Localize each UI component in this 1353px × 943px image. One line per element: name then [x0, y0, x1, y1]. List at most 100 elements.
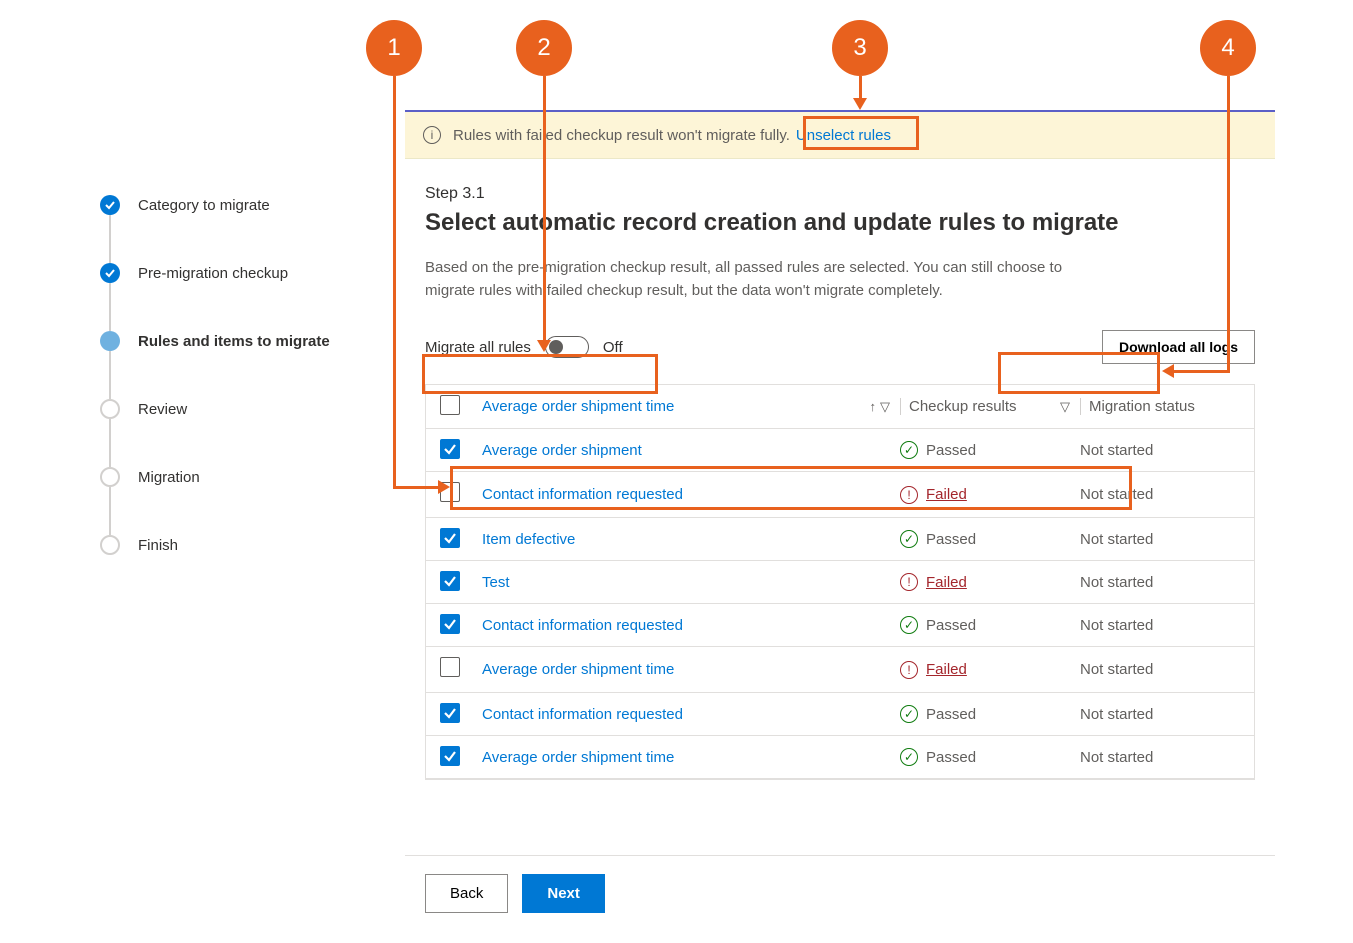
checkup-result: ✓ Passed [900, 748, 1080, 766]
callout-1-arrow [438, 480, 450, 494]
table-row[interactable]: Average order shipment ✓ Passed Not started [426, 429, 1254, 472]
unselect-rules-link[interactable]: Unselect rules [796, 127, 891, 144]
download-logs-button[interactable]: Download all logs [1102, 330, 1255, 364]
migrate-all-toggle[interactable] [545, 336, 589, 358]
row-checkbox[interactable] [440, 614, 460, 634]
rule-name-link[interactable]: Contact information requested [482, 706, 850, 723]
result-text: Passed [926, 706, 976, 723]
row-checkbox[interactable] [440, 439, 460, 459]
migration-status: Not started [1080, 486, 1240, 503]
header-checkbox-cell [440, 395, 482, 418]
rule-name-link[interactable]: Contact information requested [482, 486, 850, 503]
step-review[interactable]: Review [100, 399, 360, 419]
table-row[interactable]: Average order shipment time✓PassedNot st… [426, 736, 1254, 779]
header-sort[interactable]: ↑ ▽ [850, 399, 900, 415]
next-button[interactable]: Next [522, 874, 605, 913]
row-checkbox-cell [440, 571, 482, 593]
step-connector [109, 351, 111, 399]
filter-icon: ▽ [880, 399, 890, 415]
row-checkbox[interactable] [440, 657, 460, 677]
info-text: Rules with failed checkup result won't m… [453, 127, 790, 144]
main-panel: i Rules with failed checkup result won't… [405, 110, 1275, 780]
rule-name-link[interactable]: Test [482, 574, 850, 591]
checkup-result: ! Failed [900, 661, 1080, 679]
step-done-icon [100, 195, 120, 215]
migration-status: Not started [1080, 531, 1240, 548]
migration-status: Not started [1080, 574, 1240, 591]
table-body: Average order shipment ✓ Passed Not started… [426, 429, 1254, 779]
step-migration[interactable]: Migration [100, 467, 360, 487]
fail-icon: ! [900, 661, 918, 679]
callout-3-line [859, 76, 862, 100]
row-checkbox[interactable] [440, 528, 460, 548]
step-done-icon [100, 263, 120, 283]
table-row[interactable]: Average order shipment time! Failed Not st… [426, 647, 1254, 693]
step-connector [109, 487, 111, 535]
header-status[interactable]: Migration status [1080, 398, 1240, 415]
filter-icon: ▽ [1060, 399, 1070, 415]
table-row[interactable]: Contact information requested✓PassedNot … [426, 693, 1254, 736]
table-row[interactable]: Contact information requested !FailedNot … [426, 472, 1254, 518]
step-pending-icon [100, 399, 120, 419]
pass-icon: ✓ [900, 748, 918, 766]
step-label: Category to migrate [138, 197, 270, 214]
callout-2-line [543, 76, 546, 342]
callout-4-arrow [1162, 364, 1174, 378]
checkup-result: ✓Passed [900, 616, 1080, 634]
toggle-label: Migrate all rules [425, 339, 531, 356]
pass-icon: ✓ [900, 616, 918, 634]
row-checkbox-cell [440, 614, 482, 636]
step-label: Pre-migration checkup [138, 265, 288, 282]
table-row[interactable]: Contact information requested ✓PassedNot … [426, 604, 1254, 647]
step-label: Finish [138, 537, 178, 554]
callout-4-line-h [1172, 370, 1230, 373]
migration-status: Not started [1080, 661, 1240, 678]
header-results-label: Checkup results [909, 398, 1017, 415]
table-row[interactable]: Item defective✓PassedNot started [426, 518, 1254, 561]
row-checkbox[interactable] [440, 746, 460, 766]
checkup-result: !Failed [900, 573, 1080, 591]
migration-status: Not started [1080, 617, 1240, 634]
rule-name-link[interactable]: Contact information requested [482, 617, 850, 634]
result-text: Passed [926, 749, 976, 766]
callout-badge-2: 2 [516, 20, 572, 76]
rule-name-link[interactable]: Average order shipment [482, 442, 850, 459]
callout-3-arrow [853, 98, 867, 110]
rule-name-link[interactable]: Average order shipment time [482, 661, 850, 678]
step-category[interactable]: Category to migrate [100, 195, 360, 215]
step-precheck[interactable]: Pre-migration checkup [100, 263, 360, 283]
table-row[interactable]: Test !FailedNot started [426, 561, 1254, 604]
footer: Back Next [405, 855, 1275, 931]
rule-name-link[interactable]: Average order shipment time [482, 749, 850, 766]
step-finish[interactable]: Finish [100, 535, 360, 555]
step-pending-icon [100, 467, 120, 487]
result-text-link[interactable]: Failed [926, 574, 967, 591]
result-text-link[interactable]: Failed [926, 661, 967, 678]
pass-icon: ✓ [900, 530, 918, 548]
callout-1-line-v [393, 76, 396, 488]
migration-status: Not started [1080, 442, 1240, 459]
result-text-link[interactable]: Failed [926, 486, 967, 503]
step-connector [109, 419, 111, 467]
migration-status: Not started [1080, 706, 1240, 723]
back-button[interactable]: Back [425, 874, 508, 913]
step-rules[interactable]: Rules and items to migrate [100, 331, 360, 351]
content: Step 3.1 Select automatic record creatio… [405, 159, 1275, 780]
rules-table: Average order shipment time ↑ ▽ Checkup … [425, 384, 1255, 780]
row-checkbox[interactable] [440, 571, 460, 591]
select-all-checkbox[interactable] [440, 395, 460, 415]
callout-2-arrow [537, 340, 551, 352]
callout-badge-3: 3 [832, 20, 888, 76]
checkup-result: !Failed [900, 486, 1080, 504]
header-results[interactable]: Checkup results ▽ [900, 398, 1080, 415]
header-name[interactable]: Average order shipment time [482, 398, 850, 415]
row-checkbox[interactable] [440, 703, 460, 723]
page-title: Select automatic record creation and upd… [425, 209, 1255, 237]
pass-icon: ✓ [900, 441, 918, 459]
checkup-result: ✓ Passed [900, 441, 1080, 459]
result-text: Passed [926, 442, 976, 459]
callout-1-line-h [393, 486, 440, 489]
step-label: Rules and items to migrate [138, 333, 330, 350]
rule-name-link[interactable]: Item defective [482, 531, 850, 548]
step-current-icon [100, 331, 120, 351]
